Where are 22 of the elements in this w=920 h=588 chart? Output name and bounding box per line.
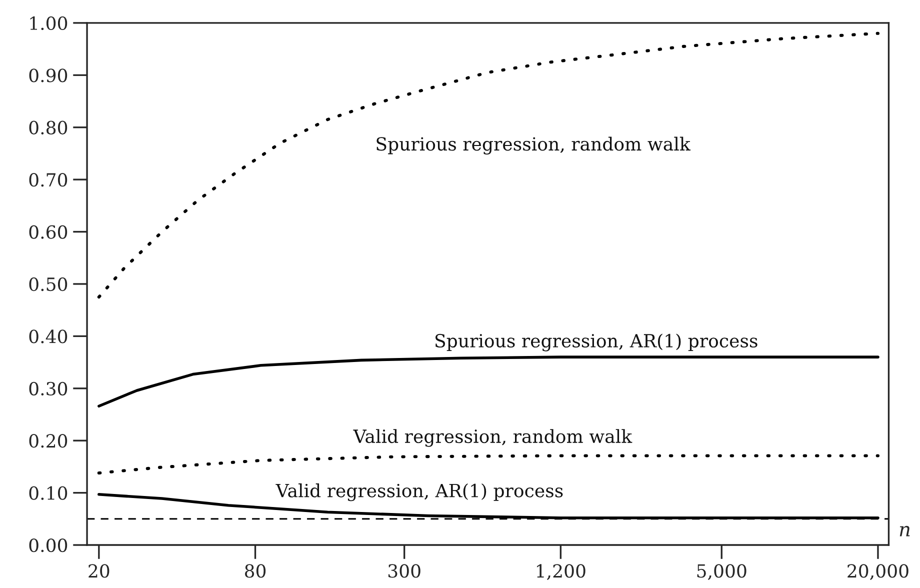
y-tick-label: 0.20 [29,434,68,448]
x-tick-label: 80 [244,564,266,578]
series-label: Valid regression, AR(1) process [276,483,563,502]
y-tick-label: 0.00 [29,538,68,552]
x-tick-label: 20,000 [848,564,908,580]
y-tick-label: 1.00 [30,16,68,30]
y-tick-label: 0.60 [29,225,68,239]
y-tick-label: 0.50 [29,277,68,292]
y-tick-label: 0.90 [29,68,68,82]
y-tick-label: 0.10 [29,486,68,500]
y-tick-label: 0.80 [29,120,68,134]
y-tick-label: 0.70 [29,173,68,187]
y-tick-label: 0.30 [29,382,68,396]
y-tick-label: 0.40 [29,330,68,344]
x-axis-title: n [900,526,910,536]
series-label: Spurious regression, AR(1) process [435,334,758,352]
series-label: Valid regression, random walk [353,429,632,447]
x-tick-label: 5,000 [697,564,746,580]
x-tick-label: 20 [88,564,110,578]
x-tick-label: 1,200 [537,564,586,580]
x-tick-label: 300 [388,564,420,578]
series-label: Spurious regression, random walk [376,136,690,154]
